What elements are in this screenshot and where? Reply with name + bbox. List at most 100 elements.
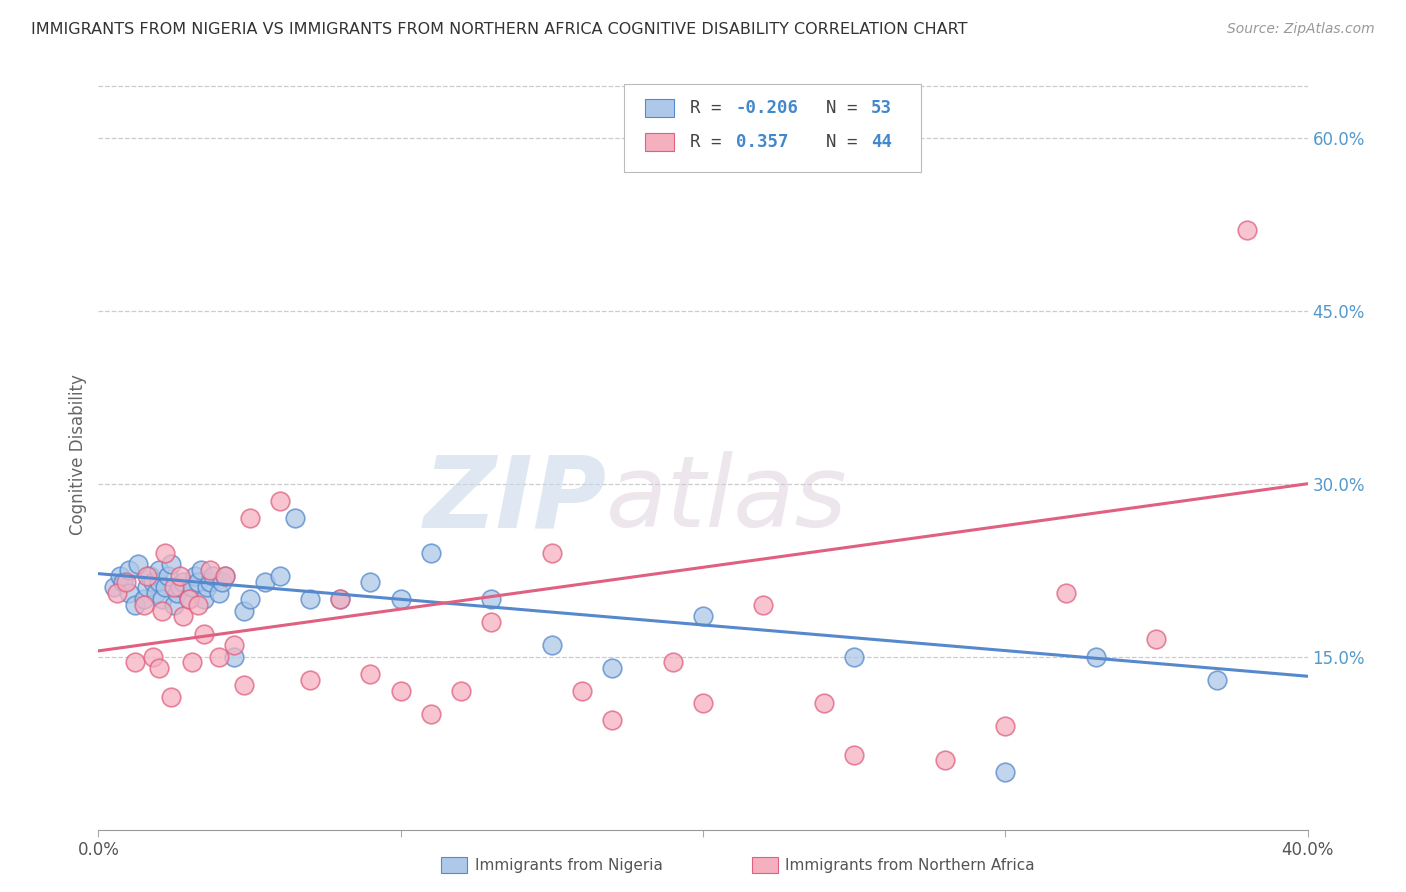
Point (169, 569, 191, 583)
Point (450, 684, 472, 698)
Point (181, 656, 204, 670)
Point (145, 586, 167, 600)
Point (132, 592, 155, 607)
Point (202, 569, 225, 583)
Point (114, 574, 136, 589)
Point (844, 649, 866, 664)
Point (540, 546, 562, 560)
Point (169, 581, 191, 595)
Point (132, 598, 155, 612)
Point (103, 581, 125, 595)
Point (208, 649, 231, 664)
Point (692, 696, 714, 710)
Text: N =: N = (804, 99, 868, 117)
Point (172, 574, 194, 589)
Point (1206, 673, 1229, 687)
Point (142, 649, 165, 664)
Point (360, 667, 382, 681)
Point (239, 511, 262, 525)
Text: atlas: atlas (606, 451, 848, 549)
Point (224, 638, 246, 652)
Point (124, 656, 146, 670)
Point (214, 569, 236, 583)
Point (108, 569, 131, 583)
Point (163, 581, 186, 595)
Text: R =: R = (690, 134, 742, 152)
Point (813, 696, 835, 710)
Point (994, 764, 1017, 779)
Point (160, 690, 183, 704)
Point (420, 546, 443, 560)
Point (150, 592, 173, 607)
Point (187, 598, 209, 612)
Text: 0.357: 0.357 (735, 134, 789, 152)
Point (208, 586, 231, 600)
Point (481, 592, 503, 607)
Point (118, 563, 141, 577)
Text: Source: ZipAtlas.com: Source: ZipAtlas.com (1227, 22, 1375, 37)
Point (142, 574, 165, 589)
Point (934, 753, 956, 767)
Text: 53: 53 (872, 99, 891, 117)
Point (571, 684, 593, 698)
Point (124, 598, 146, 612)
Point (153, 581, 176, 595)
Point (602, 713, 624, 727)
Point (135, 569, 157, 583)
Point (239, 592, 262, 607)
Point (111, 574, 134, 589)
Point (148, 563, 170, 577)
Point (269, 569, 291, 583)
Point (148, 574, 170, 589)
FancyBboxPatch shape (645, 99, 673, 117)
Point (160, 558, 183, 572)
Text: N =: N = (804, 134, 868, 152)
Text: -0.206: -0.206 (735, 99, 799, 117)
Point (184, 569, 207, 583)
Point (481, 615, 503, 629)
Point (232, 678, 254, 692)
Point (148, 661, 170, 675)
Point (329, 592, 352, 607)
Point (389, 592, 412, 607)
Point (299, 673, 322, 687)
Point (232, 603, 254, 617)
Point (105, 586, 128, 600)
Point (156, 569, 179, 583)
Point (193, 626, 215, 640)
Point (994, 719, 1017, 733)
Point (187, 574, 209, 589)
Point (163, 598, 186, 612)
Point (200, 574, 222, 589)
FancyBboxPatch shape (624, 84, 921, 172)
Point (135, 581, 157, 595)
Point (1085, 649, 1108, 664)
Point (752, 598, 775, 612)
Point (118, 586, 141, 600)
Point (172, 609, 194, 624)
Text: Immigrants from Nigeria: Immigrants from Nigeria (475, 858, 664, 872)
Point (844, 747, 866, 762)
Point (1054, 586, 1077, 600)
Text: Immigrants from Northern Africa: Immigrants from Northern Africa (785, 858, 1035, 872)
Y-axis label: Cognitive Disability: Cognitive Disability (69, 375, 87, 535)
Point (150, 603, 173, 617)
Point (181, 581, 204, 595)
Point (166, 586, 188, 600)
Point (1144, 632, 1167, 647)
Point (190, 563, 212, 577)
Point (211, 574, 233, 589)
Text: 44: 44 (872, 134, 891, 152)
Point (193, 592, 215, 607)
Point (179, 592, 201, 607)
Point (602, 661, 624, 675)
Point (179, 592, 201, 607)
FancyBboxPatch shape (645, 134, 673, 152)
Point (360, 574, 382, 589)
Point (692, 609, 714, 624)
Text: R =: R = (690, 99, 731, 117)
Point (661, 656, 683, 670)
Point (540, 638, 562, 652)
Point (420, 707, 443, 722)
Point (1236, 223, 1258, 237)
